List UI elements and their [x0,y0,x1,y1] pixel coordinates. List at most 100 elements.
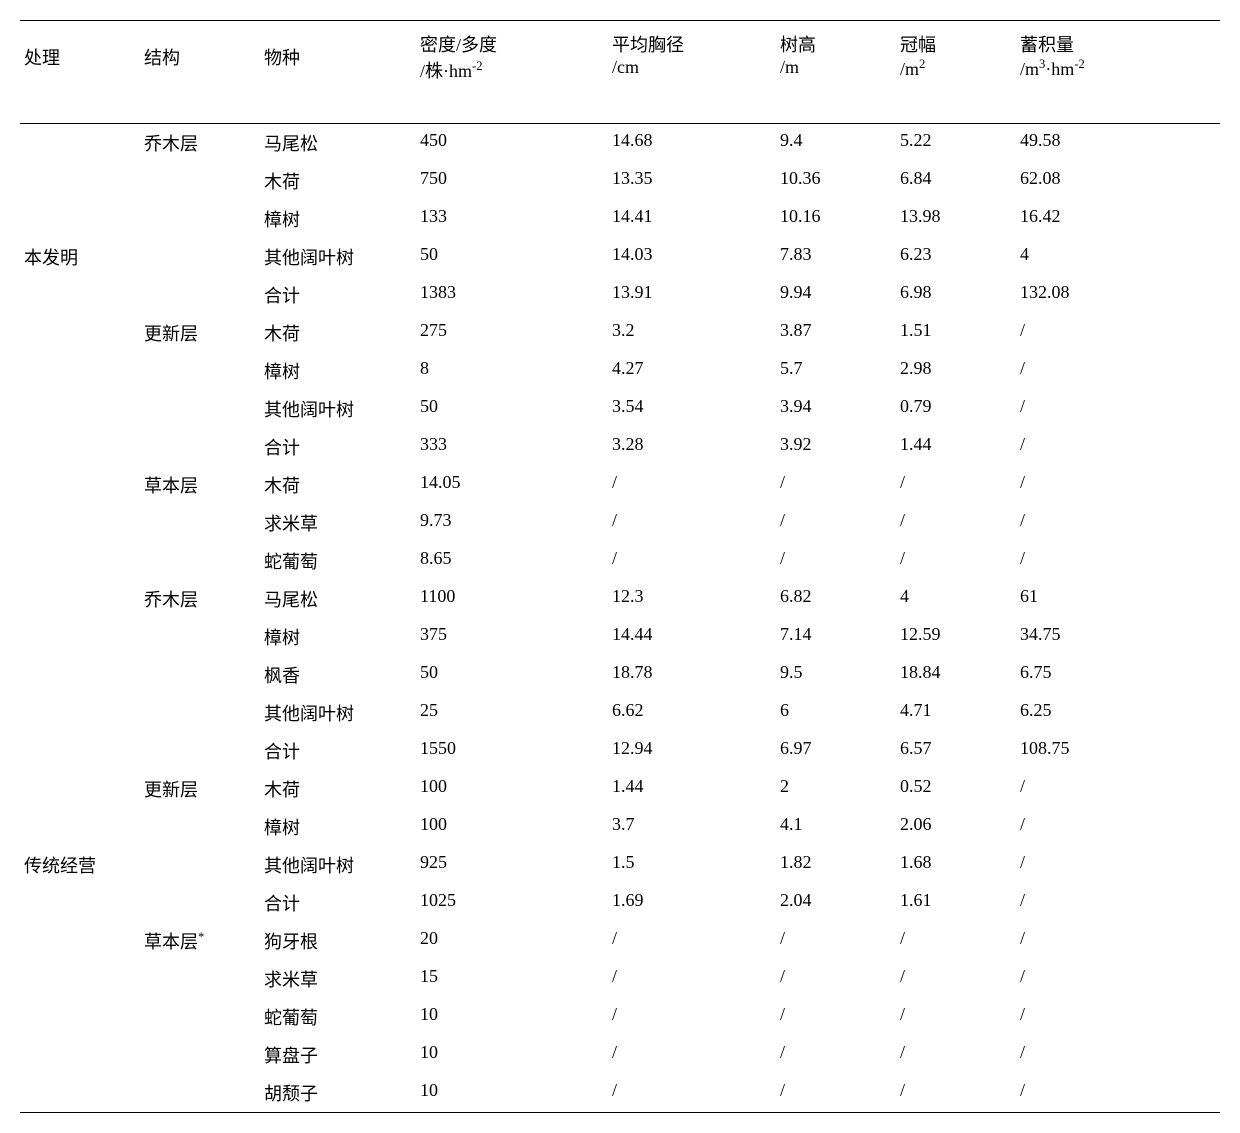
cell-density: 50 [416,390,608,428]
cell-dbh: 13.91 [608,276,776,314]
cell-height: 2.04 [776,884,896,922]
cell-dbh: 3.54 [608,390,776,428]
cell-crown: 1.44 [896,428,1016,466]
cell-crown: 6.98 [896,276,1016,314]
cell-crown: 13.98 [896,200,1016,238]
cell-dbh: 4.27 [608,352,776,390]
cell-treatment [20,504,140,542]
cell-treatment [20,656,140,694]
cell-structure: 草本层 [140,466,260,504]
table-row: 乔木层马尾松110012.36.82461 [20,580,1220,618]
cell-density: 1100 [416,580,608,618]
cell-dbh: / [608,1074,776,1113]
header-height: 树高 /m [776,21,896,124]
cell-crown: 2.98 [896,352,1016,390]
cell-species: 胡颓子 [260,1074,416,1113]
cell-crown: 4 [896,580,1016,618]
cell-crown: 6.57 [896,732,1016,770]
cell-density: 100 [416,770,608,808]
cell-treatment [20,1074,140,1113]
cell-species: 蛇葡萄 [260,542,416,580]
cell-dbh: 12.3 [608,580,776,618]
cell-species: 合计 [260,884,416,922]
table-row: 其他阔叶树256.6264.716.25 [20,694,1220,732]
cell-volume: / [1016,1036,1220,1074]
cell-crown: 12.59 [896,618,1016,656]
table-row: 胡颓子10//// [20,1074,1220,1113]
cell-crown: 2.06 [896,808,1016,846]
cell-structure: 草本层* [140,922,260,960]
cell-species: 狗牙根 [260,922,416,960]
cell-density: 10 [416,1074,608,1113]
cell-height: / [776,1036,896,1074]
cell-species: 樟树 [260,352,416,390]
cell-dbh: 14.44 [608,618,776,656]
header-treatment: 处理 [20,21,140,124]
table-row: 蛇葡萄8.65//// [20,542,1220,580]
cell-species: 其他阔叶树 [260,238,416,276]
cell-species: 木荷 [260,770,416,808]
cell-density: 8 [416,352,608,390]
cell-height: 9.5 [776,656,896,694]
cell-dbh: 1.69 [608,884,776,922]
cell-density: 25 [416,694,608,732]
table-row: 樟树13314.4110.1613.9816.42 [20,200,1220,238]
table-row: 更新层木荷1001.4420.52/ [20,770,1220,808]
table-row: 求米草9.73//// [20,504,1220,542]
cell-volume: / [1016,352,1220,390]
cell-treatment [20,922,140,960]
forest-data-table: 处理 结构 物种 密度/多度 /株·hm-2 平均胸径 /cm 树高 /m 冠幅… [20,20,1220,1113]
cell-dbh: / [608,922,776,960]
cell-treatment [20,770,140,808]
cell-density: 10 [416,1036,608,1074]
cell-treatment: 本发明 [20,238,140,276]
cell-species: 其他阔叶树 [260,390,416,428]
cell-density: 1550 [416,732,608,770]
cell-structure [140,428,260,466]
cell-species: 木荷 [260,314,416,352]
header-dbh: 平均胸径 /cm [608,21,776,124]
cell-structure [140,504,260,542]
cell-crown: 4.71 [896,694,1016,732]
cell-volume: / [1016,1074,1220,1113]
cell-density: 9.73 [416,504,608,542]
cell-height: 4.1 [776,808,896,846]
cell-structure [140,846,260,884]
cell-dbh: 12.94 [608,732,776,770]
cell-treatment [20,998,140,1036]
cell-volume: / [1016,504,1220,542]
cell-crown: 5.22 [896,124,1016,163]
cell-treatment [20,428,140,466]
cell-volume: / [1016,542,1220,580]
table-row: 枫香5018.789.518.846.75 [20,656,1220,694]
cell-volume: 132.08 [1016,276,1220,314]
cell-volume: / [1016,846,1220,884]
cell-crown: / [896,998,1016,1036]
cell-dbh: / [608,504,776,542]
cell-height: 7.14 [776,618,896,656]
cell-volume: 34.75 [1016,618,1220,656]
cell-density: 15 [416,960,608,998]
cell-volume: 49.58 [1016,124,1220,163]
cell-species: 求米草 [260,504,416,542]
cell-structure: 更新层 [140,770,260,808]
table-row: 其他阔叶树503.543.940.79/ [20,390,1220,428]
cell-treatment [20,276,140,314]
cell-treatment [20,352,140,390]
table-row: 求米草15//// [20,960,1220,998]
cell-structure [140,200,260,238]
cell-height: / [776,1074,896,1113]
cell-density: 750 [416,162,608,200]
cell-height: 9.4 [776,124,896,163]
cell-species: 樟树 [260,808,416,846]
cell-crown: / [896,1036,1016,1074]
cell-volume: 62.08 [1016,162,1220,200]
cell-treatment [20,314,140,352]
cell-density: 50 [416,238,608,276]
cell-height: 10.36 [776,162,896,200]
cell-density: 20 [416,922,608,960]
cell-species: 算盘子 [260,1036,416,1074]
cell-structure [140,352,260,390]
cell-height: 1.82 [776,846,896,884]
cell-structure [140,884,260,922]
